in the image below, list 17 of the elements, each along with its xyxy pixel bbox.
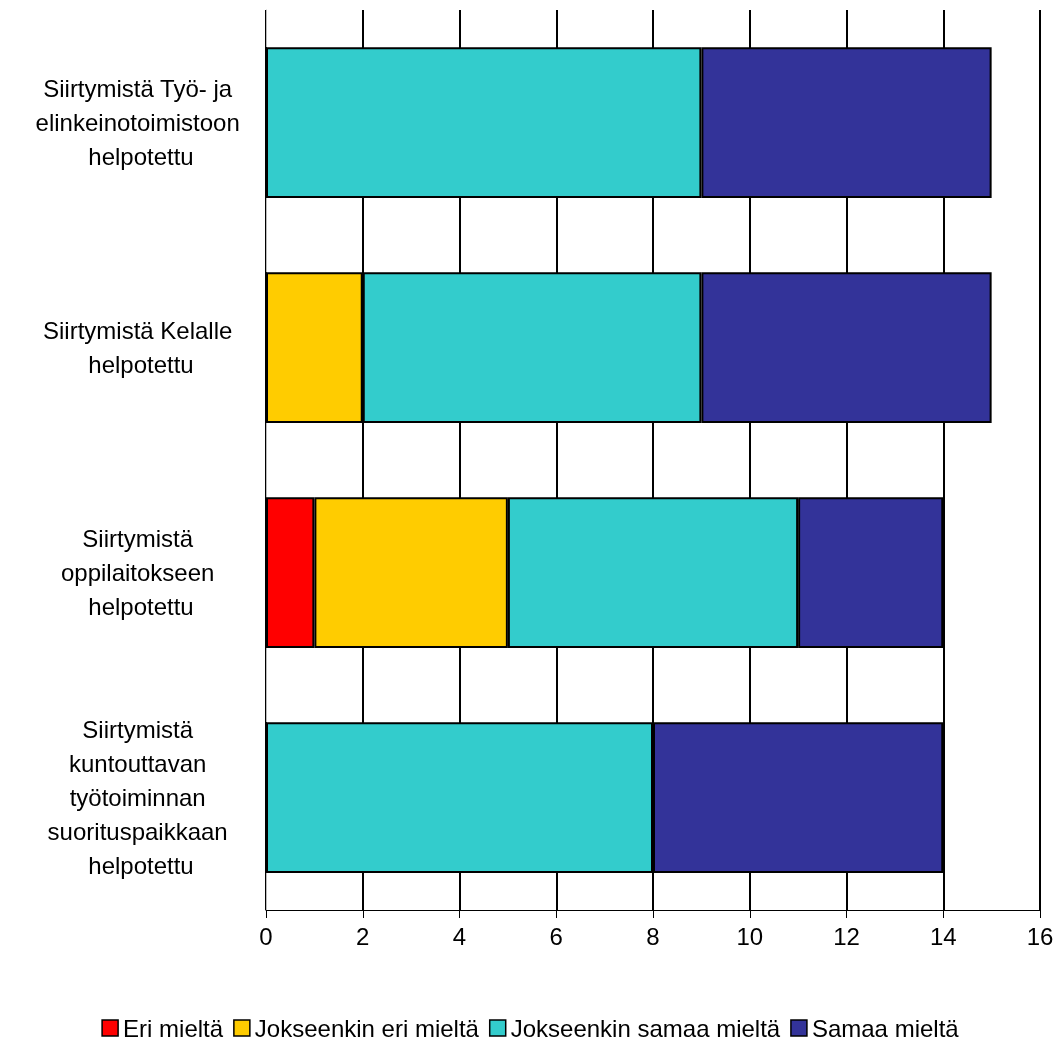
x-tick-label: 10 <box>736 922 764 950</box>
x-tick-label: 4 <box>452 922 467 950</box>
x-tick-label: 12 <box>833 922 860 950</box>
y-tick-label: Siirtymistä Kelalle helpotettu <box>42 317 240 378</box>
x-tick-label: 8 <box>646 922 660 950</box>
x-tick-label: 16 <box>1026 922 1054 950</box>
y-tick-label: Siirtymistä kuntouttavan työtoiminnan suorituspaikkaan helpotettu <box>47 716 235 879</box>
legend-label: Jokseenkin eri mieltä <box>254 1014 480 1042</box>
x-tick-label: 2 <box>356 922 370 950</box>
legend-label: Jokseenkin samaa mieltä <box>510 1014 781 1042</box>
y-tick-label: Siirtymistä Työ- ja elinkeinotoimistoon helpotettu <box>35 75 247 170</box>
y-tick-label: Siirtymistä oppilaitokseen helpotettu <box>60 525 222 620</box>
x-tick-label: 14 <box>929 922 957 950</box>
x-tick-label: 6 <box>549 922 563 950</box>
legend-label: Samaa mieltä <box>811 1014 960 1042</box>
legend-label: Eri mieltä <box>123 1014 224 1042</box>
x-tick-label: 0 <box>259 922 273 950</box>
